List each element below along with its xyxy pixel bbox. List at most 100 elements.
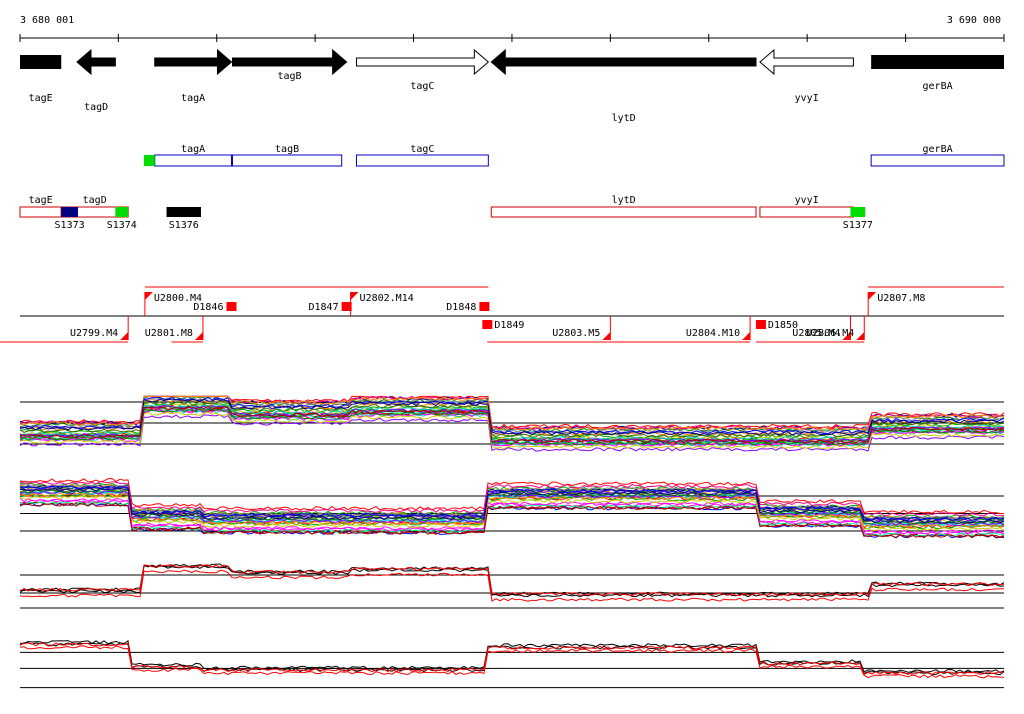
transcription-unit-track: U2800.M4 U2802.M14 U2807.M8 D1846 D1847 D1848… bbox=[0, 286, 1004, 343]
site-S1373 bbox=[61, 207, 78, 217]
profile-series bbox=[19, 502, 1005, 539]
coordinate-ruler: 3 680 001 3 690 000 bbox=[19, 15, 1005, 42]
gene-label-tagD: tagD bbox=[84, 102, 108, 113]
gene-label-tagA: tagA bbox=[181, 93, 205, 104]
operon-minus-label-tagD: tagD bbox=[83, 195, 107, 206]
tu-label-U2803.M5: U2803.M5 bbox=[552, 328, 600, 339]
profile-series bbox=[19, 642, 1005, 676]
operon-plus-gerBA bbox=[870, 154, 1005, 167]
ruler-start-label: 3 680 001 bbox=[20, 15, 74, 26]
gene-tagC bbox=[355, 48, 490, 76]
profile-series bbox=[19, 405, 1005, 444]
profile-series bbox=[19, 477, 1004, 514]
tu-label-D1847: D1847 bbox=[309, 302, 339, 313]
terminator-mark bbox=[479, 302, 490, 311]
profile-series bbox=[19, 495, 1005, 532]
profile-series bbox=[19, 501, 1005, 538]
operon-minus-lytD bbox=[490, 206, 757, 218]
gene-label-lytD: lytD bbox=[612, 113, 636, 124]
profile-series bbox=[19, 488, 1005, 525]
profile-series bbox=[19, 480, 1005, 517]
tu-label-U2800.M4: U2800.M4 bbox=[154, 293, 202, 304]
tu-label-D1848: D1848 bbox=[446, 302, 476, 313]
operon-plus-tagC bbox=[355, 154, 489, 167]
tu-label-U2807.M8: U2807.M8 bbox=[877, 293, 925, 304]
gene-label-tagB: tagB bbox=[277, 71, 301, 82]
upper-strand-pair bbox=[19, 563, 1005, 609]
profile-series bbox=[19, 484, 1005, 521]
tu-label-U2801.M8: U2801.M8 bbox=[145, 328, 193, 339]
profile-series bbox=[19, 492, 1005, 529]
terminator-mark bbox=[341, 302, 352, 311]
operon-minus-tagE bbox=[19, 206, 62, 218]
terminator-mark bbox=[755, 320, 766, 329]
upper-strand-profile bbox=[19, 395, 1005, 452]
start-flag bbox=[194, 332, 203, 340]
profile-series bbox=[19, 569, 1005, 602]
site-S1374 bbox=[115, 207, 129, 217]
tu-label-U2806.M4: U2806.M4 bbox=[806, 328, 854, 339]
gene-label-tagC: tagC bbox=[410, 81, 434, 92]
tu-label-U2799.M4: U2799.M4 bbox=[70, 328, 118, 339]
operon-plus-label-gerBA: gerBA bbox=[923, 144, 953, 155]
operon-minus-yvyI bbox=[759, 206, 854, 218]
operon-plus-tagB bbox=[231, 154, 343, 167]
profile-series bbox=[19, 395, 1005, 431]
profile-series bbox=[19, 398, 1005, 436]
operon-minus-label-yvyI: yvyI bbox=[795, 195, 819, 206]
start-flag bbox=[602, 332, 611, 340]
site-label-S1373: S1373 bbox=[55, 220, 85, 231]
profile-series bbox=[20, 487, 1005, 524]
tu-label-U2805.M4: U2805.M4 bbox=[792, 328, 840, 339]
operon-minus-label-tagE: tagE bbox=[29, 195, 53, 206]
profile-series bbox=[19, 639, 1005, 674]
promoter-box bbox=[143, 155, 155, 166]
ruler-end-label: 3 690 000 bbox=[947, 15, 1001, 26]
site-label-S1377: S1377 bbox=[843, 220, 873, 231]
gene-track: tagE tagD tagA tagB tagC lytD yvyI gerBA bbox=[20, 48, 1004, 124]
profile-series bbox=[19, 408, 1005, 446]
profile-series bbox=[19, 498, 1005, 535]
profile-series bbox=[19, 642, 1005, 676]
gene-tagE bbox=[20, 55, 62, 69]
tu-label-D1850: D1850 bbox=[768, 320, 798, 331]
profile-series bbox=[19, 414, 1005, 452]
profile-series bbox=[19, 411, 1005, 450]
site-S1376 bbox=[166, 207, 201, 217]
operon-plus-label-tagA: tagA bbox=[181, 144, 205, 155]
expression-profiles bbox=[19, 395, 1005, 689]
terminator-mark bbox=[226, 302, 237, 311]
tu-label-U2802.M14: U2802.M14 bbox=[360, 293, 414, 304]
site-track: S1373 S1374 S1376 S1377 bbox=[55, 207, 873, 231]
gene-tagB bbox=[231, 48, 348, 76]
tu-label-D1846: D1846 bbox=[193, 302, 223, 313]
site-label-S1376: S1376 bbox=[169, 220, 199, 231]
operon-plus-tagA bbox=[154, 154, 232, 167]
operon-minus-label-lytD: lytD bbox=[612, 195, 636, 206]
start-flag bbox=[144, 292, 153, 300]
profile-series bbox=[19, 400, 1005, 438]
profile-series bbox=[19, 485, 1005, 522]
lower-strand-profile bbox=[19, 477, 1005, 539]
start-flag bbox=[120, 332, 129, 340]
lower-strand-pair bbox=[19, 639, 1005, 689]
profile-series bbox=[19, 490, 1005, 527]
start-flag bbox=[742, 332, 751, 340]
profile-series bbox=[19, 409, 1005, 447]
profile-series bbox=[19, 564, 1005, 597]
operon-plus-label-tagC: tagC bbox=[410, 144, 434, 155]
gene-tagD bbox=[76, 48, 116, 76]
gene-label-yvyI: yvyI bbox=[795, 93, 819, 104]
operon-tracks: tagA tagB tagC gerBA tagE tagD lytD yvyI bbox=[19, 144, 1005, 218]
tu-label-D1849: D1849 bbox=[494, 320, 524, 331]
operon-plus-label-tagB: tagB bbox=[275, 144, 299, 155]
start-flag bbox=[856, 332, 865, 340]
profile-series bbox=[19, 563, 1005, 596]
start-flag bbox=[868, 292, 877, 300]
gene-yvyI bbox=[759, 48, 854, 76]
start-flag bbox=[842, 332, 851, 340]
gene-label-tagE: tagE bbox=[29, 93, 53, 104]
terminator-mark bbox=[482, 320, 493, 329]
site-label-S1374: S1374 bbox=[107, 220, 137, 231]
